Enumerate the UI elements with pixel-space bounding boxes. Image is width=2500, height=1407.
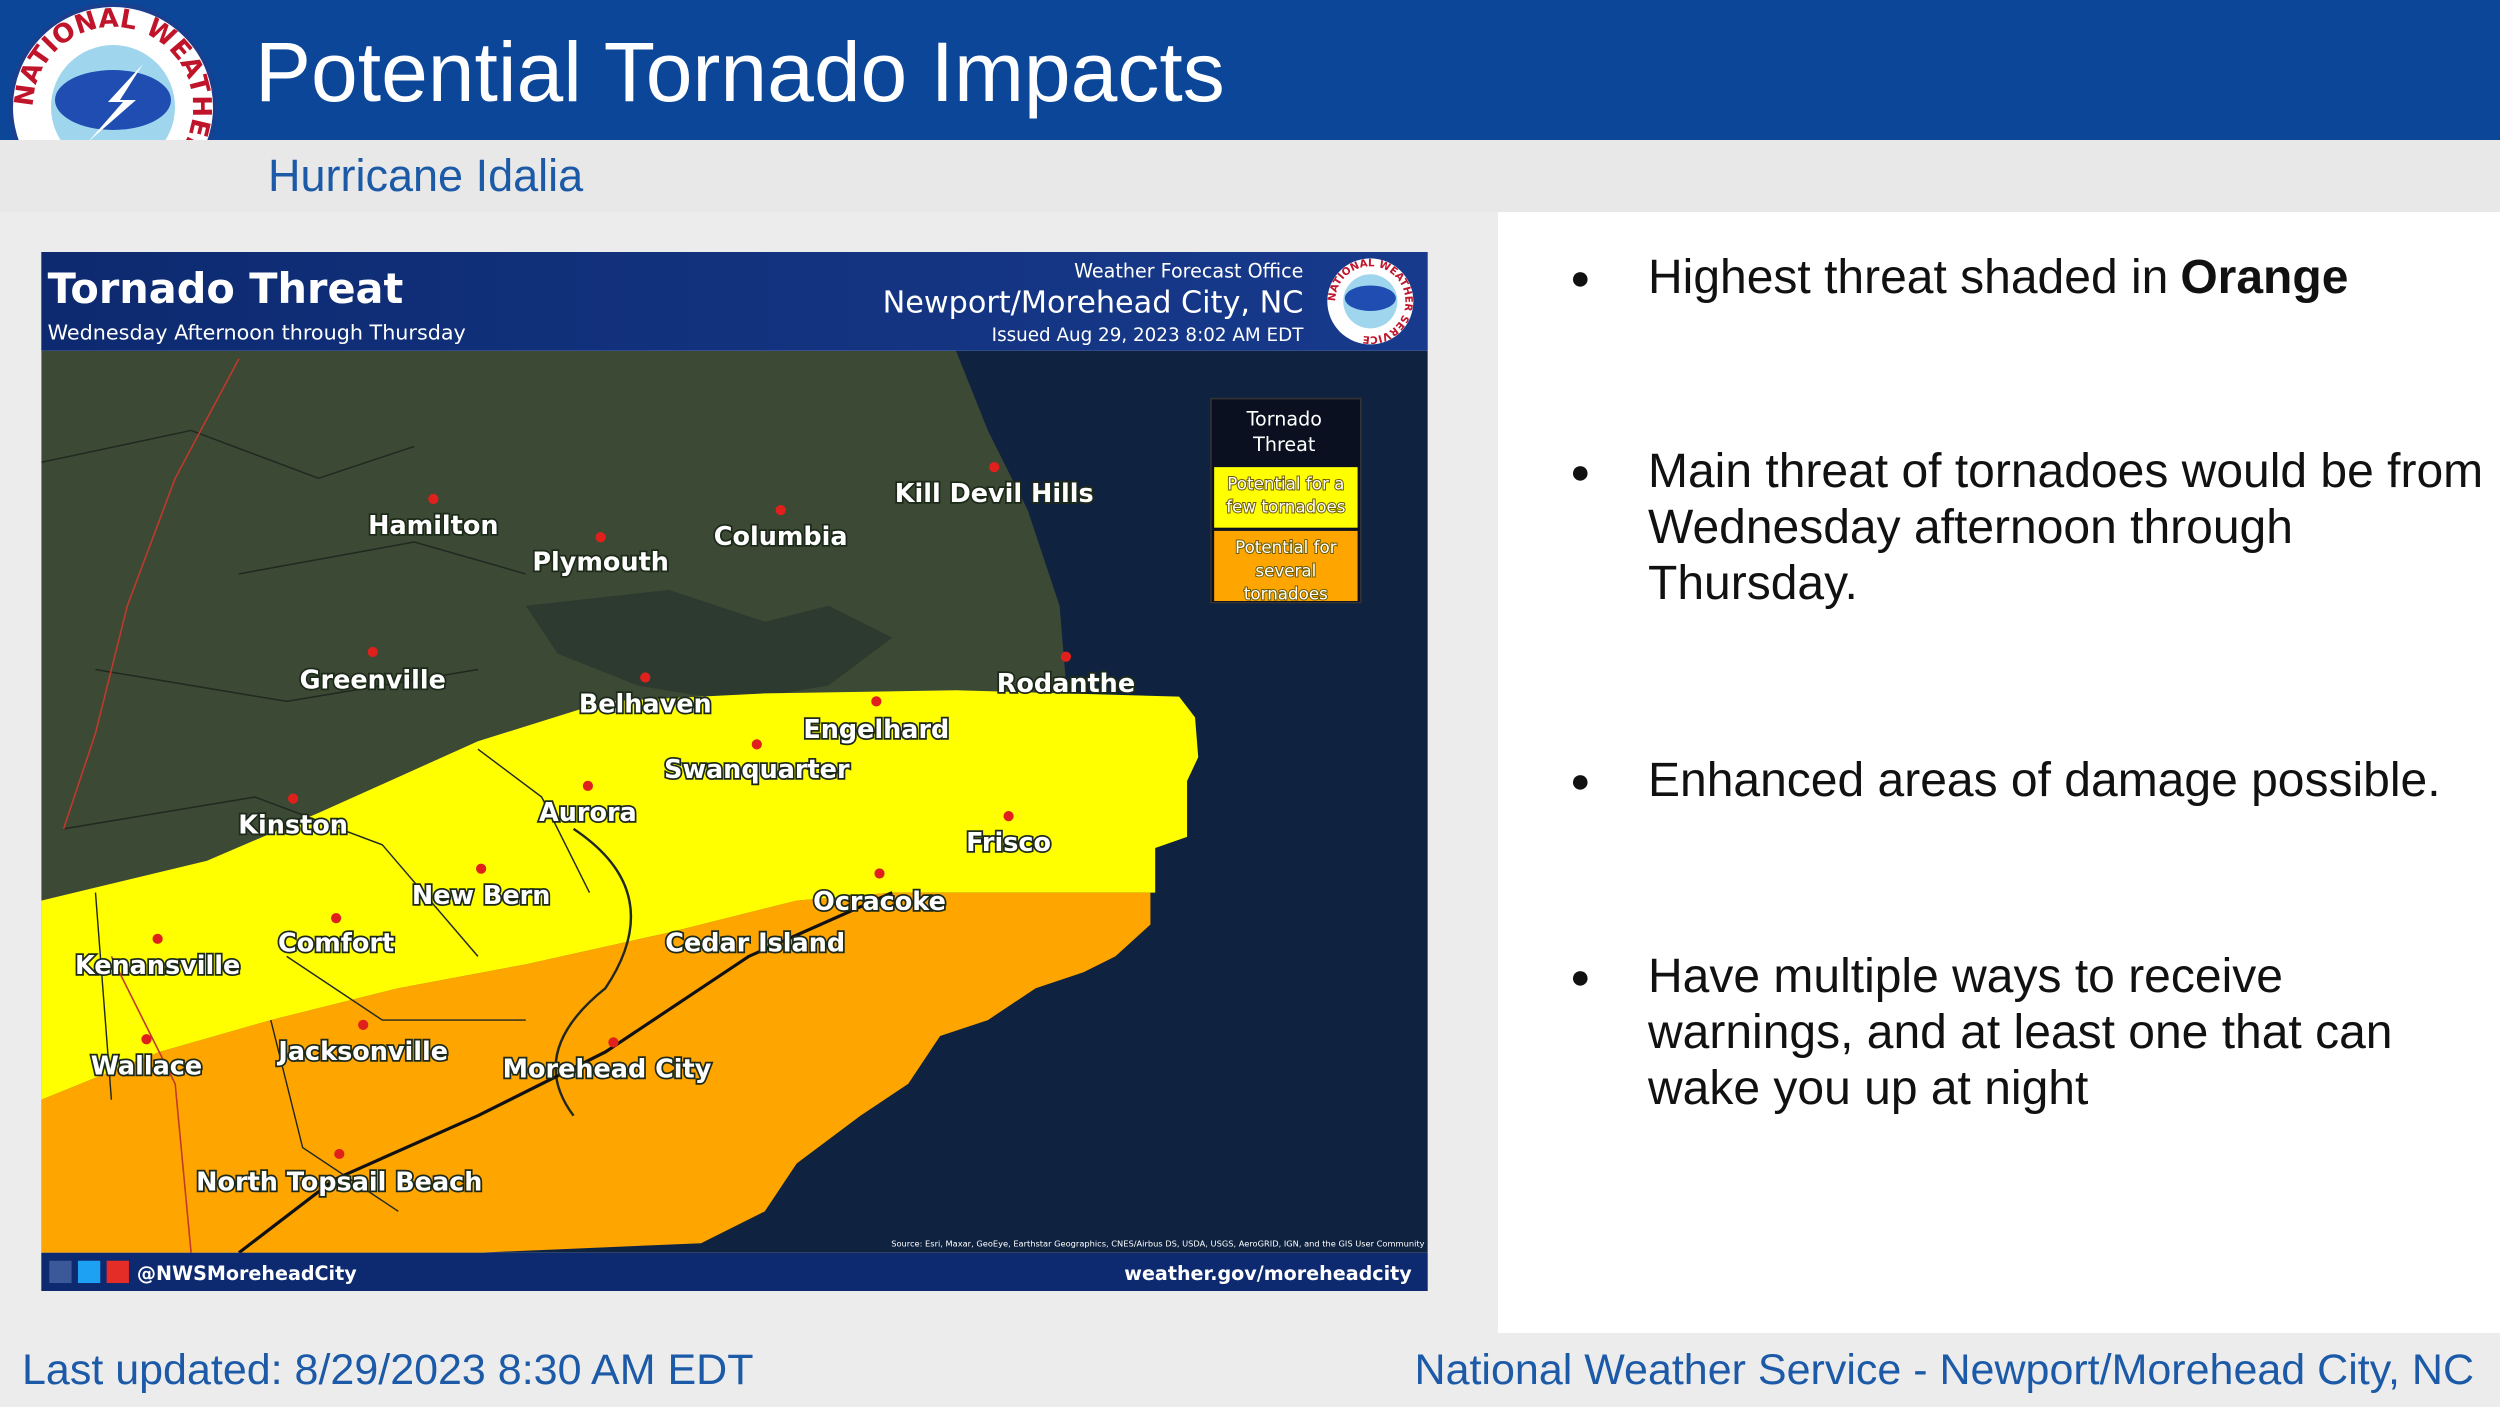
- city-label: Comfort: [278, 929, 394, 959]
- legend-label: tornadoes: [1244, 583, 1328, 603]
- city-dot: [367, 646, 378, 658]
- bullet-text: Have multiple ways to receive warnings, …: [1648, 950, 2393, 1115]
- city-dot: [640, 672, 651, 683]
- header-bar: [0, 0, 2500, 140]
- city-label: Plymouth: [532, 548, 669, 578]
- legend-label: few tornadoes: [1226, 497, 1345, 517]
- bullet-emphasis: Orange: [2180, 251, 2349, 304]
- city-label: Engelhard: [803, 715, 949, 745]
- map-website: weather.gov/moreheadcity: [1124, 1262, 1412, 1285]
- bullet-item: Have multiple ways to receive warnings, …: [1570, 949, 2488, 1117]
- city-dot: [476, 863, 487, 874]
- legend-label: Potential for: [1235, 537, 1337, 557]
- city-label: Wallace: [91, 1051, 202, 1081]
- bullet-item: Enhanced areas of damage possible.: [1570, 753, 2488, 809]
- city-label: Belhaven: [579, 690, 712, 720]
- city-label: Swanquarter: [664, 755, 850, 785]
- city-dot: [334, 1148, 345, 1160]
- page-subtitle: Hurricane Idalia: [268, 150, 584, 201]
- city-label: Hamilton: [368, 511, 498, 541]
- city-dot: [582, 780, 593, 791]
- city-label: Jacksonville: [276, 1037, 448, 1067]
- city-dot: [331, 913, 342, 924]
- map-body: [41, 350, 1428, 1253]
- legend-label: Potential for a: [1227, 473, 1344, 493]
- city-label: Greenville: [300, 666, 446, 696]
- city-dot: [141, 1034, 152, 1045]
- city-label: Cedar Island: [665, 929, 845, 959]
- cities: Hamilton Plymouth Columbia Kill Devil Hills…: [73, 462, 1137, 1199]
- city-dot: [1003, 811, 1014, 822]
- bullet-item: Main threat of tornadoes would be from W…: [1570, 444, 2488, 612]
- map-title: Tornado Threat: [48, 265, 404, 313]
- city-label: Kenansville: [75, 951, 240, 981]
- city-dot: [287, 793, 299, 804]
- city-dot: [874, 868, 885, 879]
- map-logo: NATIONAL WEATHER SERVICE: [1326, 257, 1414, 345]
- city-dot: [608, 1037, 619, 1048]
- city-dot: [152, 933, 163, 944]
- footer-office: National Weather Service - Newport/Moreh…: [1414, 1346, 2474, 1394]
- legend-title: Threat: [1252, 433, 1316, 456]
- city-label: Columbia: [714, 522, 848, 552]
- bullet-text: Highest threat shaded in: [1648, 251, 2169, 304]
- city-label: Rodanthe: [997, 669, 1135, 699]
- city-label: North Topsail Beach: [196, 1168, 482, 1198]
- city-label: Aurora: [539, 798, 637, 828]
- bullet-text: Main threat of tornadoes would be from W…: [1648, 445, 2484, 610]
- city-label: Kinston: [238, 811, 348, 841]
- tornado-threat-map: Tornado Threat Wednesday Afternoon throu…: [41, 252, 1428, 1291]
- city-dot: [595, 532, 606, 543]
- map-issued: Issued Aug 29, 2023 8:02 AM EDT: [992, 325, 1305, 346]
- city-dot: [1060, 651, 1072, 662]
- map-source: Source: Esri, Maxar, GeoEye, Earthstar G…: [891, 1238, 1424, 1248]
- map-social: @NWSMoreheadCity: [137, 1262, 357, 1285]
- map-period: Wednesday Afternoon through Thursday: [48, 321, 466, 345]
- legend-swatch: [1214, 530, 1358, 601]
- legend-swatch: [1214, 467, 1358, 528]
- bullet-text: Enhanced areas of damage possible.: [1648, 754, 2441, 807]
- legend-title: Tornado: [1246, 408, 1322, 431]
- city-dot: [871, 696, 882, 707]
- city-label: Morehead City: [503, 1054, 712, 1084]
- legend-label: several: [1255, 560, 1316, 580]
- city-dot: [751, 739, 762, 750]
- city-label: New Bern: [412, 881, 550, 911]
- city-dot: [428, 493, 439, 505]
- city-dot: [775, 505, 786, 516]
- city-label: Frisco: [966, 828, 1051, 858]
- city-label: Ocracoke: [813, 887, 946, 917]
- city-dot: [358, 1019, 369, 1030]
- last-updated: Last updated: 8/29/2023 8:30 AM EDT: [22, 1346, 754, 1394]
- map-office: Weather Forecast Office: [1074, 259, 1303, 282]
- city-label: Kill Devil Hills: [895, 479, 1094, 509]
- page-title: Potential Tornado Impacts: [255, 25, 1225, 119]
- map-location: Newport/Morehead City, NC: [883, 286, 1304, 321]
- subtitle-band: [0, 140, 2500, 212]
- city-dot: [989, 462, 1000, 473]
